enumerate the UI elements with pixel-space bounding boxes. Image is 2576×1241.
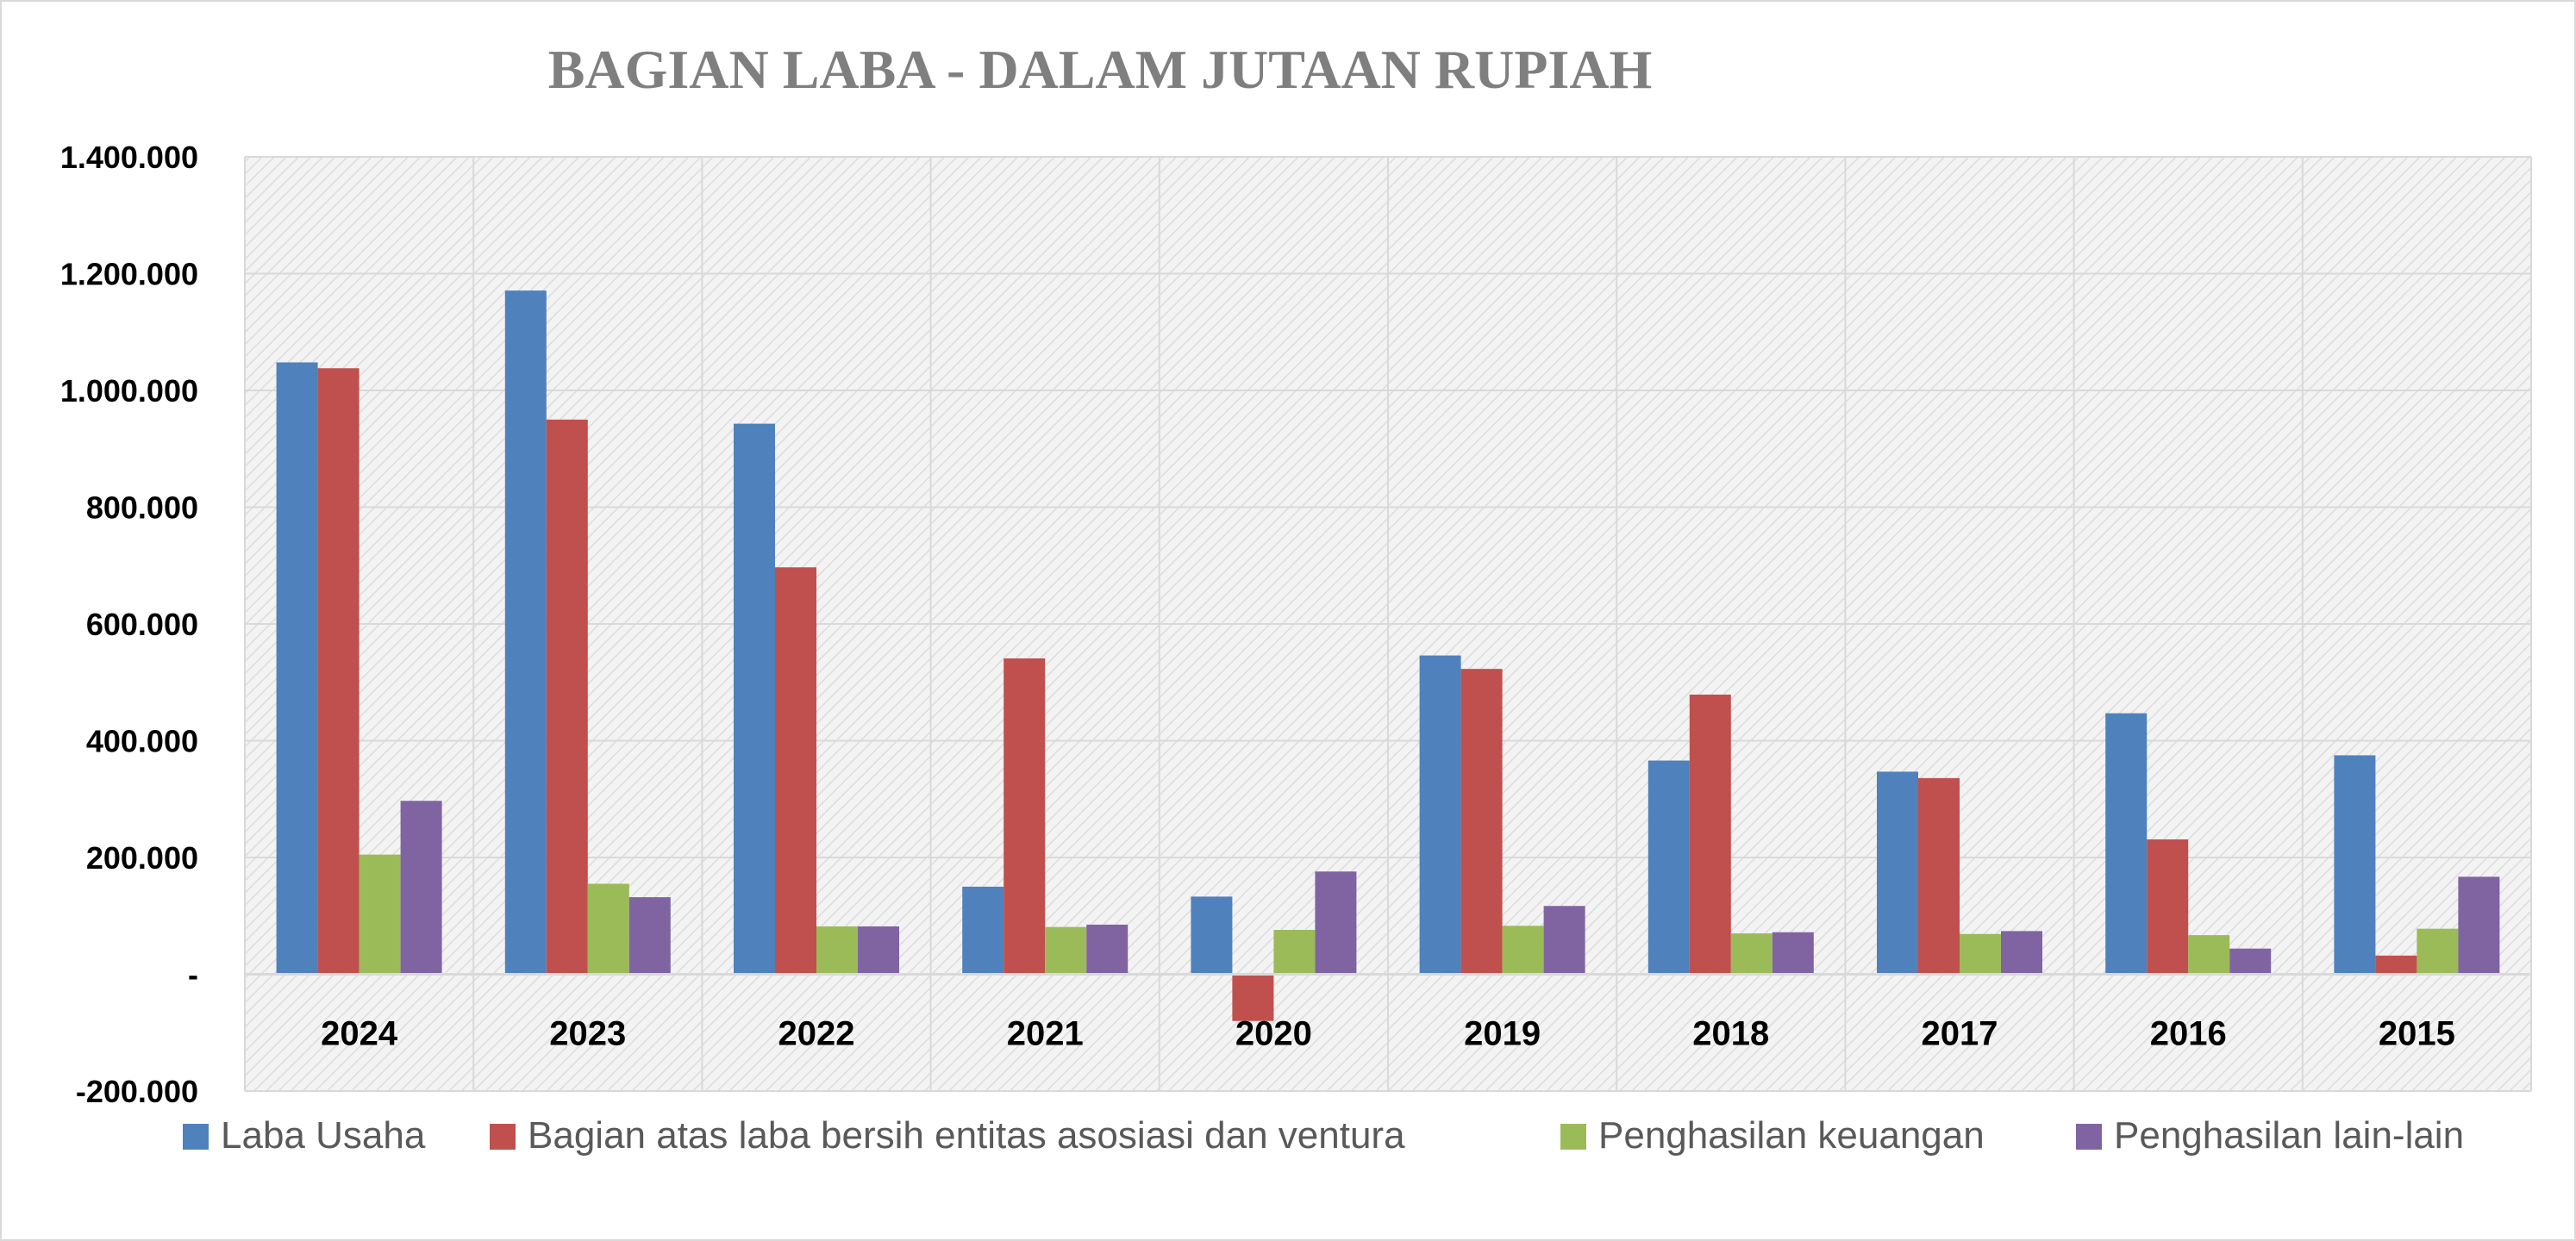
legend-label: Penghasilan keuangan (1598, 1114, 1985, 1157)
chart-title: BAGIAN LABA - DALAM JUTAAN RUPIAH (548, 39, 1653, 100)
bar-2016-s4 (2229, 948, 2272, 975)
x-tick-label: 2024 (321, 1015, 398, 1053)
bar-2021-s4 (1086, 924, 1129, 975)
bar-2020-s2 (1232, 974, 1274, 1021)
bar-2018-s4 (1772, 932, 1814, 975)
legend: Laba Usaha Bagian atas laba bersih entita… (183, 1114, 2464, 1157)
x-tick-label: 2022 (778, 1015, 855, 1053)
x-tick-label: 2016 (2150, 1015, 2227, 1053)
bar-2021-s2 (1004, 658, 1046, 975)
bars (276, 290, 2500, 1021)
bar-2015-s4 (2458, 876, 2500, 975)
x-tick-label: 2018 (1692, 1015, 1769, 1053)
bar-2020-s4 (1315, 871, 1357, 975)
bar-2020-s3 (1273, 930, 1316, 975)
bar-2019-s4 (1543, 906, 1585, 975)
legend-swatch (183, 1124, 209, 1150)
legend-label: Penghasilan lain-lain (2114, 1114, 2464, 1157)
legend-label: Bagian atas laba bersih entitas asosiasi… (528, 1114, 1405, 1157)
y-tick-label: -200.000 (76, 1074, 198, 1109)
bar-2023-s4 (628, 897, 671, 975)
y-tick-label: 600.000 (86, 607, 198, 642)
bar-2024-s2 (317, 368, 360, 975)
bar-2017-s2 (1918, 777, 1960, 975)
bar-2022-s2 (775, 567, 816, 975)
bar-2016-s2 (2147, 839, 2189, 975)
bar-2019-s1 (1419, 655, 1461, 975)
bar-2016-s1 (2105, 713, 2148, 975)
bar-2021-s3 (1045, 926, 1087, 975)
bar-2017-s4 (2001, 931, 2042, 975)
legend-swatch (490, 1124, 516, 1150)
bar-2022-s3 (816, 926, 858, 975)
x-tick-label: 2021 (1007, 1015, 1084, 1053)
y-tick-label: 1.200.000 (60, 257, 198, 292)
axes: -200.000-200.000400.000600.000800.0001.0… (60, 140, 2531, 1109)
x-tick-label: 2020 (1235, 1015, 1312, 1053)
gridlines (244, 156, 2532, 1092)
bar-2021-s1 (962, 886, 1004, 975)
bar-2019-s2 (1460, 669, 1503, 975)
bar-2023-s1 (504, 290, 547, 975)
bar-2018-s3 (1730, 933, 1773, 975)
bar-2024-s3 (359, 854, 401, 975)
legend-swatch (1560, 1124, 1586, 1150)
bar-2017-s3 (1960, 933, 2001, 975)
bar-2015-s3 (2417, 928, 2459, 975)
y-tick-label: 400.000 (86, 724, 198, 759)
x-tick-label: 2023 (549, 1015, 626, 1053)
x-tick-label: 2015 (2379, 1015, 2455, 1053)
y-tick-label: 1.400.000 (60, 140, 198, 175)
y-tick-label: 200.000 (86, 840, 198, 876)
bar-2024-s1 (276, 362, 318, 975)
bar-2023-s2 (546, 419, 588, 975)
bar-2019-s3 (1502, 926, 1544, 975)
bar-2018-s2 (1689, 694, 1731, 975)
bar-2015-s2 (2375, 955, 2417, 975)
legend-swatch (2076, 1124, 2102, 1150)
y-tick-label: - (188, 957, 198, 993)
y-tick-label: 800.000 (86, 490, 198, 526)
x-tick-label: 2019 (1464, 1015, 1541, 1053)
bar-2018-s1 (1648, 760, 1690, 975)
bar-2022-s4 (858, 926, 899, 975)
bar-2023-s3 (587, 883, 629, 975)
x-tick-label: 2017 (1922, 1015, 1998, 1053)
legend-label: Laba Usaha (221, 1114, 426, 1157)
bar-2022-s1 (734, 423, 775, 975)
bar-2017-s1 (1877, 771, 1918, 975)
bar-2024-s4 (400, 801, 442, 975)
y-tick-label: 1.000.000 (60, 373, 198, 408)
bar-2015-s1 (2334, 755, 2376, 975)
bar-2020-s1 (1191, 896, 1233, 975)
bar-2016-s3 (2188, 935, 2230, 975)
